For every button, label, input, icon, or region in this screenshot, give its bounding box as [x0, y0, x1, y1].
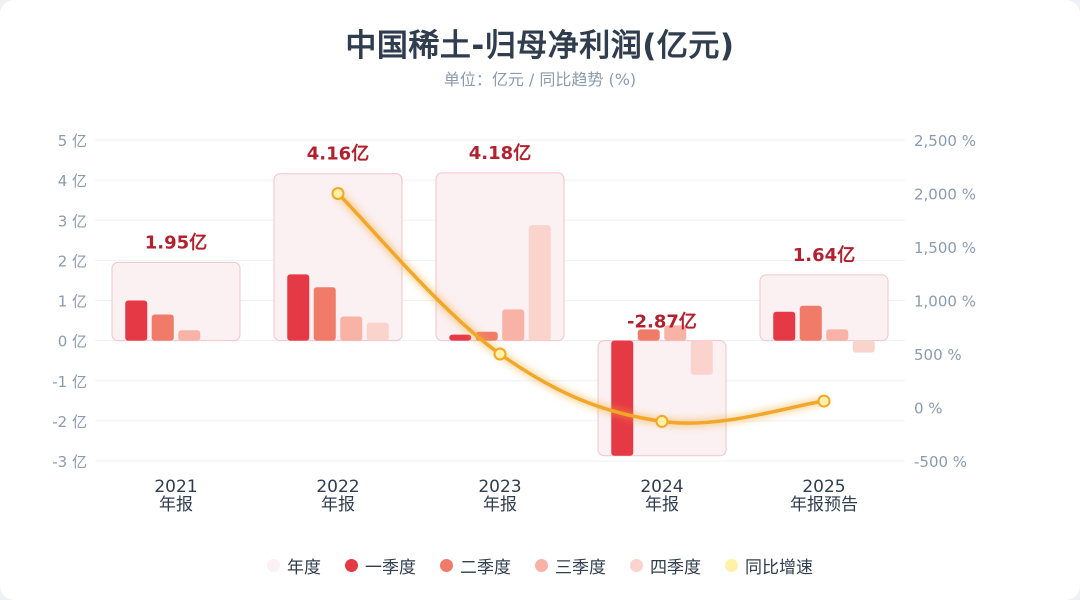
- chart-legend: 年度 一季度 二季度 三季度 四季度 同比增速: [0, 553, 1080, 578]
- quarter-bar-q2: [799, 305, 822, 341]
- y-left-tick-label: -2 亿: [52, 413, 87, 431]
- annual-value-label: 4.16亿: [307, 143, 369, 165]
- legend-label: 四季度: [650, 558, 701, 578]
- x-category-year: 2021: [154, 477, 197, 497]
- quarter-bar-q3: [826, 329, 849, 341]
- annual-value-label: 1.64亿: [793, 244, 855, 266]
- annual-value-label: 1.95亿: [145, 231, 207, 253]
- legend-item[interactable]: 一季度: [345, 553, 416, 578]
- y-right-tick-label: 1,500 %: [914, 239, 976, 257]
- y-left-tick-label: 5 亿: [58, 132, 87, 150]
- yoy-point: [331, 187, 345, 200]
- y-right-tick-label: 500 %: [914, 346, 962, 364]
- yoy-point: [655, 414, 669, 428]
- quarter-bar-q4: [528, 225, 551, 341]
- quarter-bar-q1: [773, 311, 796, 341]
- legend-label: 年度: [287, 558, 321, 578]
- yoy-line: [336, 191, 826, 425]
- legend-swatch: [535, 559, 548, 572]
- y-left-tick-label: -3 亿: [52, 453, 87, 471]
- quarter-bar-q4: [366, 322, 389, 341]
- legend-item[interactable]: 四季度: [630, 553, 701, 578]
- quarter-bar-q1: [449, 334, 472, 341]
- annual-value-label: 4.18亿: [469, 142, 531, 164]
- legend-swatch: [345, 559, 358, 572]
- quarter-bar-q3: [502, 309, 525, 341]
- y-left-tick-label: 2 亿: [58, 252, 87, 270]
- legend-label: 三季度: [555, 558, 606, 578]
- quarter-bar-q3: [178, 330, 201, 341]
- y-left-tick-label: 0 亿: [58, 333, 87, 351]
- legend-label: 一季度: [365, 558, 416, 578]
- legend-item[interactable]: 年度: [267, 553, 321, 578]
- y-left-tick-label: -1 亿: [52, 373, 87, 391]
- x-category-year: 2025: [802, 477, 845, 497]
- legend-label: 同比增速: [745, 558, 813, 578]
- quarter-bar-q4: [204, 339, 227, 341]
- x-category-label: 年报预告: [790, 495, 858, 515]
- x-category-label: 年报: [645, 495, 679, 515]
- legend-item[interactable]: 同比增速: [725, 553, 813, 578]
- quarter-bar-q1: [611, 340, 634, 456]
- quarter-bar-q3: [664, 325, 687, 341]
- quarter-bar-q4: [690, 340, 713, 375]
- legend-item[interactable]: 二季度: [440, 553, 511, 578]
- yoy-point: [817, 394, 831, 408]
- quarter-bar-q3: [340, 316, 363, 341]
- x-category-year: 2022: [316, 477, 359, 497]
- quarter-bar-q1: [287, 274, 310, 341]
- quarter-bar-q2: [313, 287, 336, 341]
- legend-item[interactable]: 三季度: [535, 553, 606, 578]
- legend-swatch: [630, 559, 643, 572]
- chart-title: 中国稀土-归母净利润(亿元): [345, 28, 735, 64]
- yoy-point: [493, 347, 507, 361]
- x-category-year: 2023: [478, 477, 521, 497]
- x-category-label: 年报: [483, 495, 517, 515]
- y-right-tick-label: -500 %: [914, 453, 967, 471]
- chart-subtitle: 单位：亿元 / 同比趋势 (%): [443, 70, 637, 89]
- x-category-label: 年报: [159, 495, 193, 515]
- quarter-bar-q2: [637, 329, 660, 341]
- legend-swatch: [725, 559, 738, 572]
- y-left-tick-label: 3 亿: [58, 212, 87, 230]
- y-left-tick-label: 4 亿: [58, 172, 87, 190]
- legend-swatch: [440, 559, 453, 572]
- legend-label: 二季度: [460, 558, 511, 578]
- legend-swatch: [267, 559, 280, 572]
- y-right-tick-label: 2,500 %: [914, 132, 976, 150]
- y-right-tick-label: 0 %: [914, 400, 943, 418]
- x-category-year: 2024: [640, 477, 683, 497]
- annual-value-label: -2.87亿: [627, 311, 697, 333]
- quarter-bar-q1: [125, 300, 148, 341]
- x-category-label: 年报: [321, 495, 355, 515]
- y-left-tick-label: 1 亿: [58, 293, 87, 311]
- y-right-tick-label: 2,000 %: [914, 186, 976, 204]
- y-right-tick-label: 1,000 %: [914, 293, 976, 311]
- quarter-bar-q4: [852, 340, 875, 353]
- quarter-bar-q2: [151, 314, 174, 341]
